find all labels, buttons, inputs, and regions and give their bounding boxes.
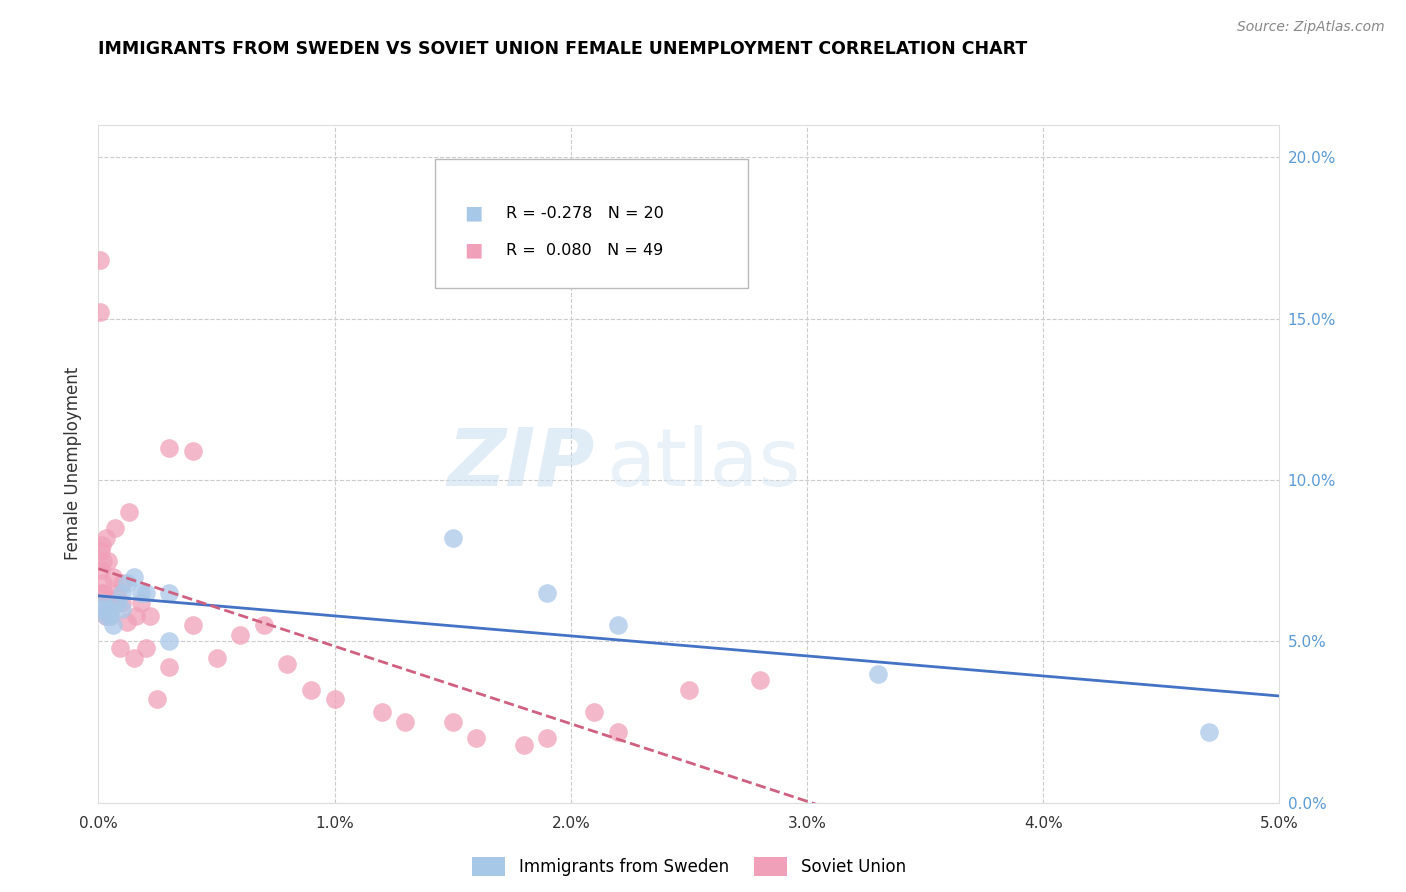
Point [98, 608, 121, 623]
Point [97, 602, 120, 616]
Point [371, 706, 394, 720]
Point [323, 692, 346, 706]
Point [129, 586, 152, 600]
Point [90, 602, 112, 616]
FancyBboxPatch shape [434, 159, 748, 287]
Text: R =  0.080   N = 49: R = 0.080 N = 49 [506, 243, 664, 258]
Point [90, 586, 112, 600]
Point [94, 608, 117, 623]
Point [146, 692, 169, 706]
Point [394, 715, 416, 730]
Point [104, 521, 127, 535]
Text: R = -0.278   N = 20: R = -0.278 N = 20 [506, 205, 664, 220]
Point [181, 444, 204, 458]
Point [607, 724, 630, 739]
Text: ■: ■ [464, 203, 482, 222]
Point [125, 608, 148, 623]
Point [91, 576, 114, 591]
Point [101, 618, 124, 632]
Point [90, 563, 112, 577]
Point [536, 586, 558, 600]
Point [157, 634, 180, 648]
Point [441, 715, 464, 730]
Point [93, 586, 115, 600]
Point [111, 602, 134, 616]
Text: ZIP: ZIP [447, 425, 595, 503]
Point [157, 586, 180, 600]
Point [122, 570, 145, 584]
Point [91, 554, 114, 568]
Point [108, 640, 131, 655]
Point [129, 596, 152, 610]
Point [607, 618, 630, 632]
Point [299, 682, 322, 697]
Point [98, 592, 121, 607]
Point [181, 618, 204, 632]
Point [97, 602, 120, 616]
Point [748, 673, 770, 687]
Point [157, 660, 180, 674]
Legend: Immigrants from Sweden, Soviet Union: Immigrants from Sweden, Soviet Union [465, 850, 912, 882]
Point [111, 586, 134, 600]
Point [229, 628, 252, 642]
Point [276, 657, 298, 671]
Point [115, 576, 138, 591]
Point [122, 650, 145, 665]
Point [105, 596, 128, 610]
Point [89, 305, 111, 319]
Point [135, 586, 157, 600]
Point [135, 640, 157, 655]
Point [583, 706, 606, 720]
Point [118, 505, 141, 519]
Point [111, 596, 134, 610]
Point [94, 531, 117, 545]
Point [91, 596, 114, 610]
Point [536, 731, 558, 746]
Point [98, 608, 121, 623]
Text: IMMIGRANTS FROM SWEDEN VS SOVIET UNION FEMALE UNEMPLOYMENT CORRELATION CHART: IMMIGRANTS FROM SWEDEN VS SOVIET UNION F… [98, 40, 1028, 58]
Point [678, 682, 700, 697]
Point [1198, 724, 1220, 739]
Point [157, 441, 180, 455]
Point [97, 554, 120, 568]
Point [139, 608, 162, 623]
Point [866, 666, 889, 681]
Point [89, 253, 111, 268]
Point [94, 608, 117, 623]
Point [253, 618, 276, 632]
Y-axis label: Female Unemployment: Female Unemployment [63, 368, 82, 560]
Text: ■: ■ [464, 241, 482, 260]
Point [111, 576, 134, 591]
Point [105, 586, 128, 600]
Text: Source: ZipAtlas.com: Source: ZipAtlas.com [1237, 20, 1385, 34]
Point [465, 731, 488, 746]
Point [512, 738, 534, 752]
Point [90, 544, 112, 558]
Text: atlas: atlas [606, 425, 800, 503]
Point [115, 615, 138, 629]
Point [91, 537, 114, 551]
Point [205, 650, 228, 665]
Point [441, 531, 464, 545]
Point [101, 570, 124, 584]
